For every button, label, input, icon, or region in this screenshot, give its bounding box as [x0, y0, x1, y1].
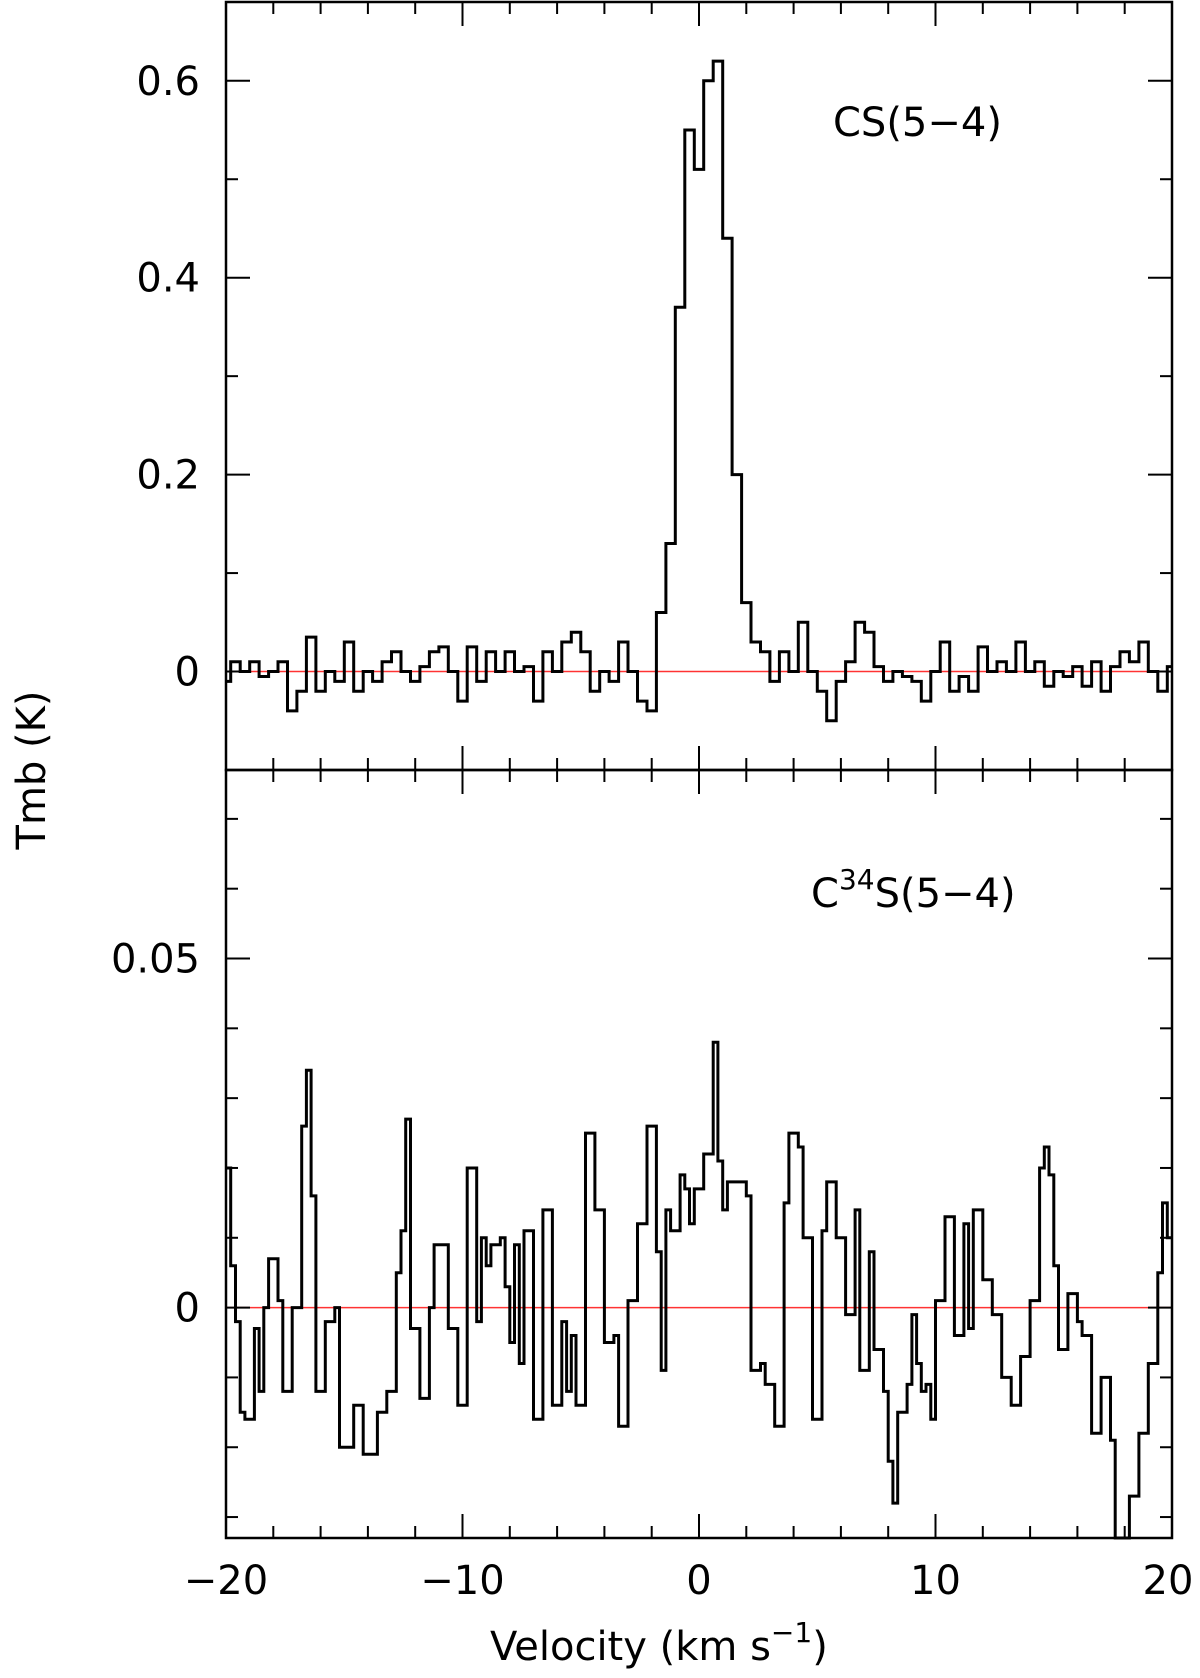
- bottom-ticks-layer: [226, 770, 1172, 1538]
- x-tick-label: 10: [910, 1558, 961, 1604]
- bottom-plot-frame: [224, 768, 1174, 1540]
- x-tick-label: −20: [184, 1558, 268, 1604]
- top-spectrum-line: [226, 59, 1172, 723]
- top-panel: CS(5−4): [224, 0, 1174, 772]
- top-y-tick-label: 0.4: [136, 256, 200, 302]
- x-axis-title-exponent: −1: [771, 1616, 812, 1649]
- x-axis-title: Velocity (km s−1): [490, 1616, 828, 1670]
- bottom-label-transition: S(5−4): [875, 871, 1016, 917]
- top-ticks-layer: [226, 2, 1172, 770]
- top-panel-label: CS(5−4): [833, 100, 1002, 146]
- x-tick-label: 20: [1143, 1558, 1194, 1604]
- top-y-tick-label: 0: [175, 650, 200, 696]
- bottom-y-tick-label: 0: [175, 1286, 200, 1332]
- y-axis-title: Tmb (K): [9, 691, 55, 851]
- x-tick-label: 0: [686, 1558, 711, 1604]
- x-tick-label: −10: [420, 1558, 504, 1604]
- x-tick-labels: −20 −10 0 10 20: [184, 1558, 1194, 1604]
- bottom-panel-label: C34S(5−4): [811, 863, 1016, 917]
- x-axis-title-text: Velocity (km s: [490, 1624, 771, 1670]
- bottom-label-isotope: 34: [839, 863, 875, 896]
- bottom-spectrum-layer: [226, 1040, 1172, 1540]
- bottom-label-element: C: [811, 871, 839, 917]
- bottom-spectrum-line: [226, 1040, 1172, 1540]
- top-spectrum-layer: [226, 59, 1172, 723]
- y-tick-labels: 0 0.2 0.4 0.6 0 0.05: [111, 59, 200, 1332]
- top-plot-frame: [224, 0, 1174, 772]
- bottom-y-tick-label: 0.05: [111, 937, 200, 983]
- top-y-tick-label: 0.2: [136, 453, 200, 499]
- x-axis-title-close: ): [812, 1624, 828, 1670]
- bottom-panel: C34S(5−4): [224, 768, 1174, 1540]
- top-y-tick-label: 0.6: [136, 59, 200, 105]
